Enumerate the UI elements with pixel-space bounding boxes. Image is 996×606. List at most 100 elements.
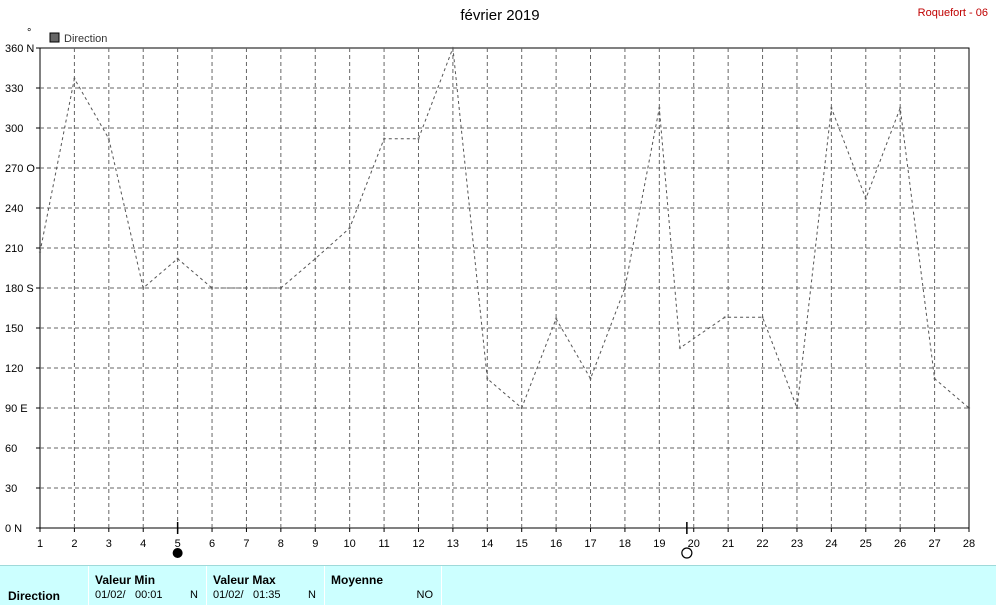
data-point xyxy=(279,286,283,290)
full-moon-icon xyxy=(681,547,693,559)
x-tick-label: 15 xyxy=(516,538,528,550)
x-tick-label: 8 xyxy=(278,538,284,550)
gridlines xyxy=(40,48,969,528)
data-point xyxy=(898,106,902,110)
data-point xyxy=(486,377,489,380)
stats-max-time: 01:35 xyxy=(253,589,281,601)
data-point xyxy=(830,106,833,110)
data-point xyxy=(723,316,726,319)
legend-swatch xyxy=(49,32,60,43)
stats-row-label-cell: Direction xyxy=(0,566,88,606)
data-point xyxy=(933,377,936,380)
data-point xyxy=(451,46,455,50)
data-point xyxy=(107,137,111,140)
stats-max-header: Valeur Max xyxy=(213,573,276,587)
data-point xyxy=(382,137,386,140)
x-tick-label: 4 xyxy=(140,538,146,550)
legend: Direction xyxy=(49,32,107,45)
unit-mark: ° xyxy=(27,27,31,39)
y-tick-label: 180 S xyxy=(5,283,34,295)
chart: février 2019 Roquefort - 06 ° Direction … xyxy=(5,7,988,559)
data-point xyxy=(245,286,248,290)
stats-row-label: Direction xyxy=(8,589,61,603)
x-tick-label: 27 xyxy=(928,538,940,550)
y-tick-label: 330 xyxy=(5,83,23,95)
x-tick-label: 28 xyxy=(963,538,975,550)
stats-max-date: 01/02/ xyxy=(213,589,244,601)
data-point xyxy=(142,286,145,290)
data-point xyxy=(658,106,661,110)
moon-phases xyxy=(172,522,693,559)
x-tick-label: 16 xyxy=(550,538,562,550)
data-point xyxy=(210,286,214,290)
data-point xyxy=(678,346,682,350)
x-tick-label: 20 xyxy=(688,538,700,550)
y-tick-label: 60 xyxy=(5,443,17,455)
y-tick-label: 300 xyxy=(5,123,23,135)
y-tick-label: 270 O xyxy=(5,163,35,175)
y-tick-label: 210 xyxy=(5,243,23,255)
x-axis: 1 2 3 4 5 6 7 8 9 10 11 12 13 14 15 16 17 18 19 20 21 22 23 24 2… xyxy=(37,528,975,550)
series-direction xyxy=(38,46,971,410)
data-point xyxy=(967,406,971,410)
y-tick-label: 90 E xyxy=(5,403,28,415)
data-point xyxy=(417,137,420,140)
x-tick-label: 2 xyxy=(71,538,77,550)
x-tick-label: 21 xyxy=(722,538,734,550)
x-tick-label: 14 xyxy=(481,538,493,550)
legend-label: Direction xyxy=(64,33,107,45)
data-point xyxy=(176,257,179,260)
y-tick-label: 0 N xyxy=(5,523,22,535)
station-name: Roquefort - 06 xyxy=(918,7,988,19)
x-tick-label: 22 xyxy=(756,538,768,550)
data-point xyxy=(520,406,523,410)
x-tick-label: 12 xyxy=(412,538,424,550)
x-tick-label: 13 xyxy=(447,538,459,550)
x-tick-label: 3 xyxy=(106,538,112,550)
y-tick-label: 150 xyxy=(5,323,23,335)
stats-min-time: 00:01 xyxy=(135,589,163,601)
x-tick-label: 5 xyxy=(175,538,181,550)
y-tick-label: 30 xyxy=(5,483,17,495)
x-tick-label: 26 xyxy=(894,538,906,550)
series-line-direction xyxy=(39,47,970,409)
x-tick-label: 11 xyxy=(378,538,389,550)
stats-avg-cell: Moyenne NO xyxy=(324,566,442,606)
data-point xyxy=(589,377,592,380)
x-tick-label: 18 xyxy=(619,538,631,550)
data-point xyxy=(864,197,867,200)
y-tick-label: 240 xyxy=(5,203,23,215)
data-point xyxy=(554,317,558,320)
stats-min-value: N xyxy=(190,589,198,601)
data-point xyxy=(795,406,799,410)
stats-max-value: N xyxy=(308,589,316,601)
stats-avg-value: NO xyxy=(416,589,434,601)
x-tick-label: 6 xyxy=(209,538,215,550)
data-point xyxy=(38,250,42,254)
data-point xyxy=(761,316,764,319)
data-point xyxy=(623,286,627,290)
new-moon-icon xyxy=(172,548,183,558)
stats-footer: Direction Valeur Min 01/02/ 00:01 N Vale… xyxy=(0,565,996,606)
x-tick-label: 23 xyxy=(791,538,803,550)
stats-min-cell: Valeur Min 01/02/ 00:01 N xyxy=(88,566,206,606)
x-tick-label: 25 xyxy=(860,538,872,550)
x-tick-label: 17 xyxy=(584,538,596,550)
x-tick-label: 24 xyxy=(825,538,837,550)
stats-min-header: Valeur Min xyxy=(95,573,156,587)
chart-title: février 2019 xyxy=(460,7,539,24)
x-tick-label: 19 xyxy=(653,538,665,550)
x-tick-label: 10 xyxy=(344,538,356,550)
y-tick-label: 360 N xyxy=(5,43,34,55)
data-point xyxy=(73,77,76,80)
data-point xyxy=(314,257,317,260)
x-tick-label: 1 xyxy=(37,538,43,550)
data-point xyxy=(348,226,351,230)
y-axis: 360 N 330 300 270 O 240 210 180 S 150 120 90 E 60 3… xyxy=(5,43,40,535)
stats-min-date: 01/02/ xyxy=(95,589,126,601)
stats-max-cell: Valeur Max 01/02/ 01:35 N xyxy=(206,566,324,606)
y-tick-label: 120 xyxy=(5,363,23,375)
x-tick-label: 9 xyxy=(312,538,318,550)
stats-avg-header: Moyenne xyxy=(331,573,384,587)
x-tick-label: 7 xyxy=(243,538,249,550)
